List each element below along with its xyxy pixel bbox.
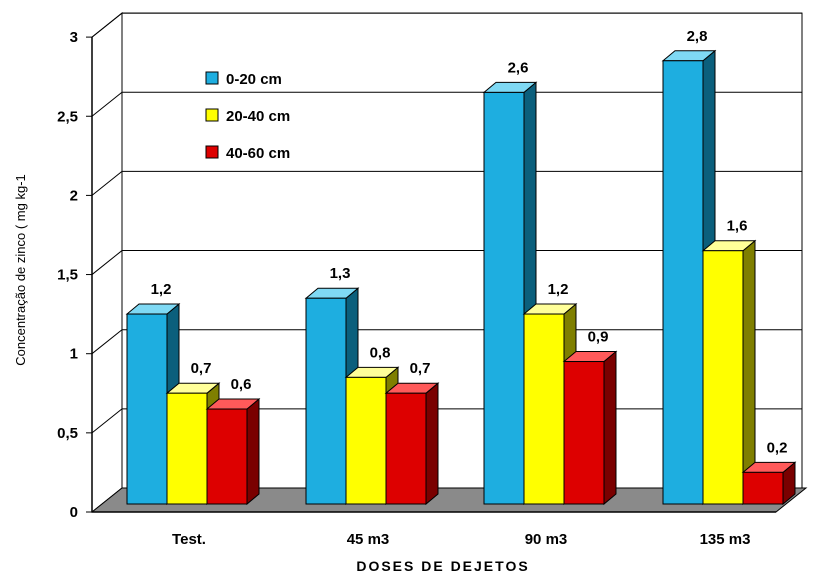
bar-front bbox=[166, 392, 208, 505]
chart-floor bbox=[90, 37, 808, 513]
bar-front bbox=[483, 91, 525, 505]
y-tick-labels: 0 0,5 1 1,5 2 2,5 3 bbox=[57, 29, 78, 521]
y-tick-label: 0,5 bbox=[57, 425, 78, 442]
y-tick-label: 2,5 bbox=[57, 108, 78, 125]
data-labels: 1,2 0,7 0,6 1,3 0,8 0,7 2,6 1,2 0,9 2,8 1,6 0,2 bbox=[151, 28, 788, 457]
y-tick-label: 1 bbox=[70, 346, 78, 363]
bar-front bbox=[305, 297, 347, 505]
bar-front bbox=[206, 408, 248, 505]
bar-front bbox=[563, 361, 605, 505]
gridline bbox=[91, 250, 802, 275]
bar-front bbox=[345, 376, 387, 505]
category-label: 45 m3 bbox=[347, 531, 390, 548]
legend-label: 40-60 cm bbox=[226, 145, 290, 162]
data-label: 0,8 bbox=[370, 344, 391, 361]
y-tick-label: 2 bbox=[70, 187, 78, 204]
legend-swatch bbox=[205, 71, 219, 85]
bar bbox=[741, 461, 797, 506]
bar-front bbox=[742, 471, 784, 505]
y-axis-title: Concentração de zinco ( mg kg-1 bbox=[13, 174, 28, 365]
data-label: 0,9 bbox=[588, 329, 609, 346]
bar-side bbox=[246, 397, 260, 506]
bar-front bbox=[702, 250, 744, 505]
y-tick-label: 0 bbox=[70, 504, 78, 521]
x-axis-title: DOSES DE DEJETOS bbox=[356, 558, 529, 574]
legend-item: 20-40 cm bbox=[205, 108, 290, 125]
category-label: Test. bbox=[172, 531, 206, 548]
category-labels: Test. 45 m3 90 m3 135 m3 bbox=[172, 531, 750, 548]
y-tick-label: 1,5 bbox=[57, 267, 78, 284]
bar-front bbox=[523, 313, 565, 505]
data-label: 0,6 bbox=[231, 376, 252, 393]
legend-label: 20-40 cm bbox=[226, 108, 290, 125]
data-label: 1,2 bbox=[151, 281, 172, 298]
gridline bbox=[91, 12, 802, 38]
bar-front bbox=[662, 60, 704, 505]
legend-swatch bbox=[205, 145, 219, 159]
gridline bbox=[91, 170, 802, 196]
legend-item: 40-60 cm bbox=[205, 145, 290, 162]
legend: 0-20 cm 20-40 cm 40-60 cm bbox=[205, 71, 290, 162]
data-label: 1,2 bbox=[548, 281, 569, 298]
bar bbox=[701, 239, 757, 506]
data-label: 2,8 bbox=[687, 28, 708, 45]
bar bbox=[562, 350, 618, 506]
category-label: 135 m3 bbox=[700, 531, 751, 548]
bar-side bbox=[425, 382, 439, 506]
category-label: 90 m3 bbox=[525, 531, 568, 548]
legend-swatch bbox=[205, 108, 219, 122]
bar-front bbox=[126, 313, 168, 505]
bars bbox=[125, 49, 797, 506]
data-label: 2,6 bbox=[508, 59, 529, 76]
data-label: 0,7 bbox=[410, 360, 431, 377]
data-label: 0,2 bbox=[767, 439, 788, 456]
data-label: 1,3 bbox=[330, 265, 351, 282]
bar bbox=[384, 382, 440, 506]
legend-label: 0-20 cm bbox=[226, 71, 282, 88]
data-label: 0,7 bbox=[191, 360, 212, 377]
gridline bbox=[91, 91, 802, 117]
bar-side bbox=[603, 350, 617, 506]
y-tick-label: 3 bbox=[70, 29, 78, 46]
legend-item: 0-20 cm bbox=[205, 71, 282, 88]
bar bbox=[205, 397, 261, 506]
bar-front bbox=[385, 392, 427, 505]
data-label: 1,6 bbox=[727, 218, 748, 235]
